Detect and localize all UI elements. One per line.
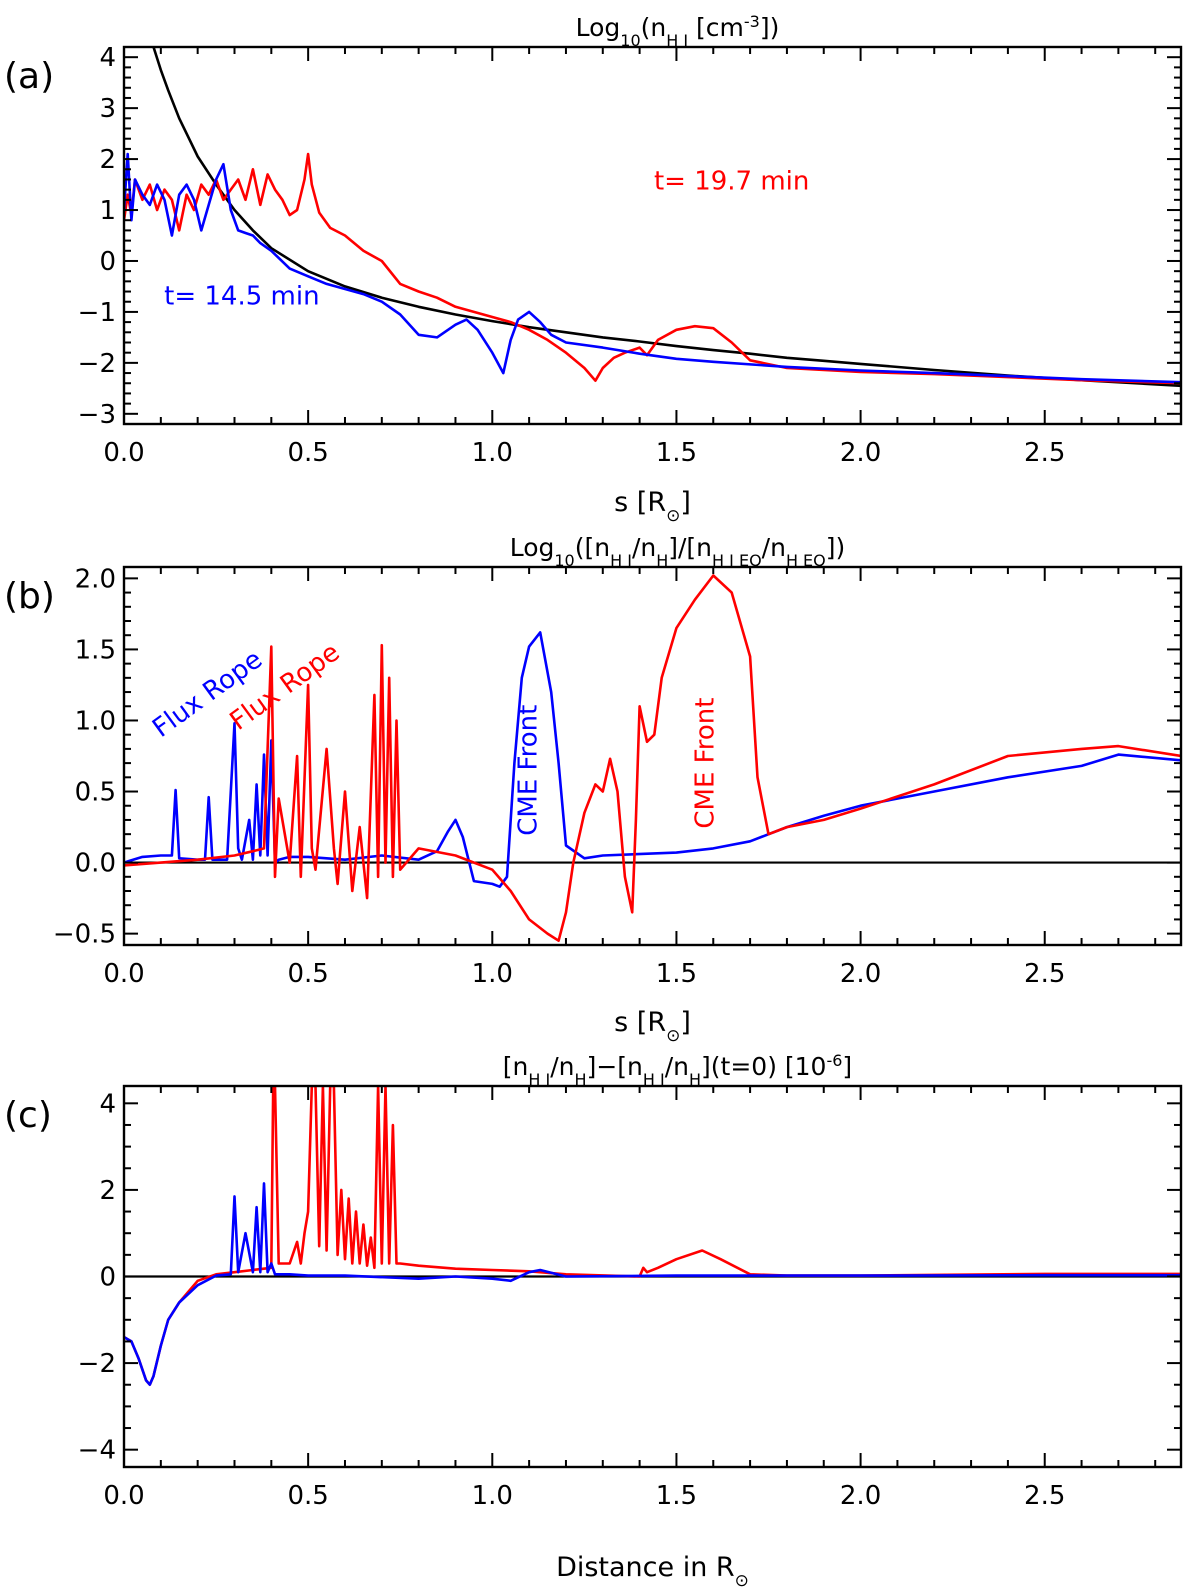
x-tick-label: 2.0 (840, 438, 881, 468)
y-tick-label: 1 (99, 196, 116, 226)
x-tick-label: 2.5 (1024, 959, 1065, 989)
y-tick-label: 2 (99, 1176, 116, 1206)
y-tick-label: 3 (99, 94, 116, 124)
x-tick-label: 2.0 (840, 959, 881, 989)
x-tick-label: 0.0 (103, 959, 144, 989)
series-line-1 (124, 1182, 1181, 1386)
plot-frame (122, 45, 1183, 426)
x-tick-label: 1.5 (656, 1481, 697, 1511)
y-tick-label: 1.0 (75, 706, 116, 736)
x-tick-label: 2.0 (840, 1481, 881, 1511)
y-tick-label: −1 (78, 298, 116, 328)
x-tick-label: 0.0 (103, 438, 144, 468)
x-tick-label: 1.5 (656, 438, 697, 468)
y-tick-label: −3 (78, 400, 116, 430)
series-line-1 (124, 152, 1181, 385)
y-tick-label: −0.5 (53, 920, 116, 950)
y-tick-label: 0.5 (75, 778, 116, 808)
series-line-0 (152, 47, 1181, 388)
x-tick-label: 0.5 (287, 959, 328, 989)
panel-label: (a) (4, 56, 54, 97)
x-tick-label: 0.5 (287, 1481, 328, 1511)
annotation-text: CME Front (690, 698, 720, 829)
y-tick-label: 1.5 (75, 635, 116, 665)
annotation-text: t= 14.5 min (164, 281, 319, 311)
x-axis-label: Distance in R⊙ (556, 1552, 749, 1591)
chart-title: [nH I/nH]−[nH I/nH](t=0) [10-6] (503, 1051, 852, 1089)
series-line-2 (124, 152, 1181, 384)
y-tick-label: 2 (99, 145, 116, 175)
panel-label: (b) (4, 576, 55, 617)
plot-frame (122, 565, 1183, 947)
y-tick-label: 2.0 (75, 564, 116, 594)
chart-title: Log10([nH I/nH]/[nH I EQ/nH EQ]) (510, 533, 846, 570)
x-tick-label: 1.5 (656, 959, 697, 989)
chart-title: Log10(nH I [cm-3]) (576, 12, 780, 50)
series-line-1 (124, 574, 1181, 942)
annotation-text: t= 19.7 min (654, 167, 809, 197)
x-tick-label: 0.0 (103, 1481, 144, 1511)
panel-label: (c) (4, 1095, 52, 1136)
x-tick-label: 1.0 (472, 959, 513, 989)
y-tick-label: 0 (99, 1263, 116, 1293)
y-tick-label: −2 (78, 1349, 116, 1379)
y-tick-label: 0.0 (75, 849, 116, 879)
panel-b: 0.0 0.5 1.0 1.5 2.0 2.5 −0.5 0.0 0.5 1.0 1.5 2.0 Log… (4, 533, 1183, 1046)
y-tick-label: 0 (99, 247, 116, 277)
x-tick-label: 2.5 (1024, 438, 1065, 468)
x-axis-label: s [R⊙] (614, 487, 691, 526)
panel-c: 0.0 0.5 1.0 1.5 2.0 2.5 −4 −2 0 2 4 [nH I/nH]−[nH I… (4, 1051, 1183, 1591)
series-line-0 (124, 1086, 1181, 1386)
x-axis-label: s [R⊙] (614, 1007, 691, 1046)
x-tick-label: 1.0 (472, 438, 513, 468)
y-tick-label: 4 (99, 43, 116, 73)
annotation-text: CME Front (513, 705, 543, 836)
x-tick-label: 2.5 (1024, 1481, 1065, 1511)
y-tick-label: −4 (78, 1436, 116, 1466)
y-tick-label: −2 (78, 349, 116, 379)
x-tick-label: 0.5 (287, 438, 328, 468)
panel-a: 0.0 0.5 1.0 1.5 2.0 2.5 −3 −2 −1 0 1 2 3 4 Log10(nH I … (4, 12, 1183, 526)
series-line-0 (124, 631, 1181, 888)
y-tick-label: 4 (99, 1089, 116, 1119)
x-tick-label: 1.0 (472, 1481, 513, 1511)
